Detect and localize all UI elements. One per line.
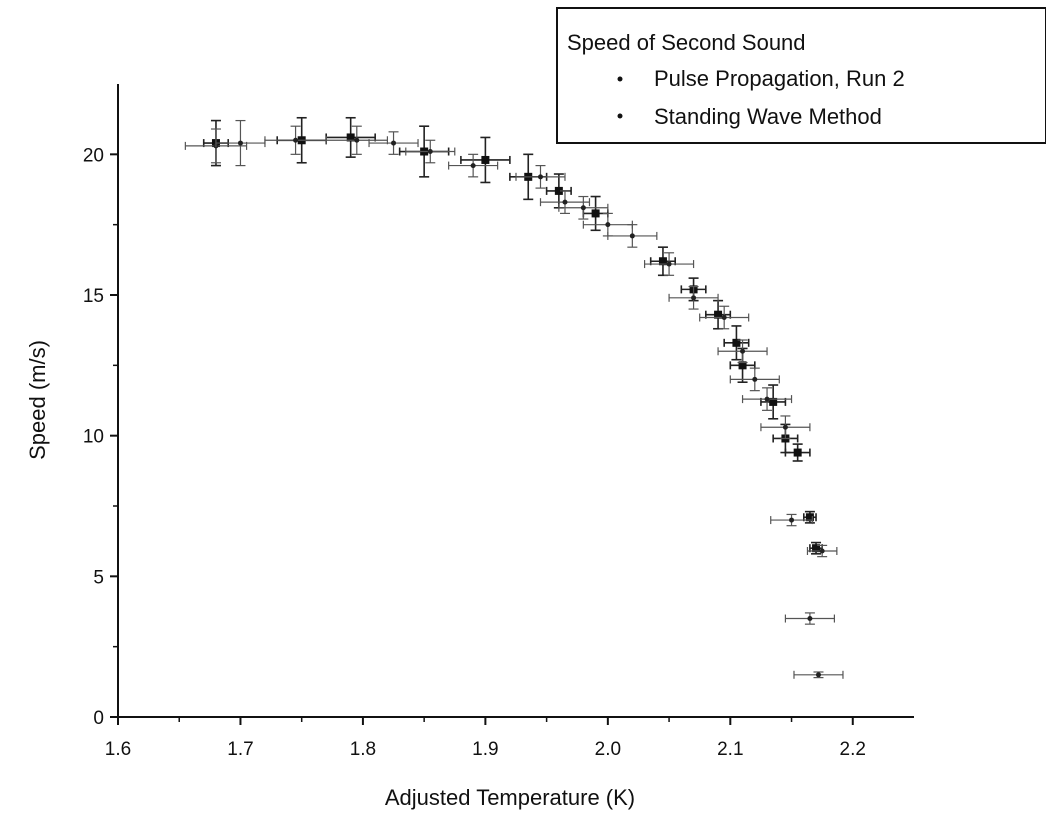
point-marker <box>782 424 788 430</box>
point-marker <box>691 295 697 301</box>
data-point <box>368 131 419 155</box>
point-marker <box>554 186 563 195</box>
legend-marker-standing <box>617 113 623 119</box>
data-point <box>705 299 732 330</box>
point-marker <box>481 155 490 164</box>
y-tick-label: 15 <box>83 286 104 307</box>
data-point <box>264 125 327 155</box>
legend-entry-pulse: Pulse Propagation, Run 2 <box>654 66 905 91</box>
data-point <box>405 139 456 164</box>
y-tick-label: 5 <box>93 567 104 588</box>
point-marker <box>591 209 600 218</box>
y-tick-label: 20 <box>83 145 104 166</box>
legend: Speed of Second Sound Pulse Propagation,… <box>556 7 1046 144</box>
data-point <box>558 195 609 220</box>
axes <box>117 84 914 718</box>
data-point <box>729 367 780 392</box>
point-marker <box>580 205 586 211</box>
legend-box <box>556 7 1046 144</box>
y-ticks: 0 5 10 15 20 <box>83 145 118 729</box>
legend-entry-standing: Standing Wave Method <box>654 104 882 129</box>
data-point <box>607 224 658 248</box>
data-point <box>699 305 750 330</box>
data-point <box>802 510 817 524</box>
data-point <box>784 443 811 462</box>
point-marker <box>752 376 758 382</box>
x-axis-label: Adjusted Temperature (K) <box>385 785 635 810</box>
y-axis-label: Speed (m/s) <box>25 340 50 460</box>
point-marker <box>769 397 778 406</box>
x-tick-label: 1.9 <box>472 739 498 760</box>
point-marker <box>658 257 667 266</box>
data-point <box>717 339 768 364</box>
data-point <box>668 285 719 310</box>
point-marker <box>815 672 821 678</box>
point-marker <box>793 448 802 457</box>
data-point <box>723 325 750 361</box>
point-marker <box>562 199 568 205</box>
point-marker <box>812 544 821 553</box>
point-marker <box>629 233 635 239</box>
legend-marker-pulse <box>617 76 623 82</box>
point-marker <box>764 396 770 402</box>
x-tick-label: 2.2 <box>840 739 866 760</box>
data-point <box>325 116 376 158</box>
data-point <box>448 153 499 178</box>
data-point <box>784 612 836 625</box>
data-point <box>793 670 844 679</box>
point-marker <box>666 261 672 267</box>
point-marker <box>805 513 814 522</box>
data-point <box>515 164 566 189</box>
data-point <box>215 119 266 167</box>
data-point <box>741 387 793 411</box>
legend-title: Speed of Second Sound <box>567 30 806 55</box>
point-marker <box>819 548 825 554</box>
point-marker <box>732 338 741 347</box>
point-marker <box>237 140 243 146</box>
y-tick-label: 10 <box>83 427 104 448</box>
point-marker <box>740 348 746 354</box>
point-marker <box>605 222 611 228</box>
point-marker <box>293 137 299 143</box>
series-standing-wave <box>184 119 844 679</box>
point-marker <box>789 517 795 523</box>
data-point <box>760 384 787 420</box>
x-tick-label: 1.8 <box>350 739 376 760</box>
point-marker <box>470 163 476 169</box>
data-point <box>649 246 677 277</box>
point-marker <box>738 361 747 370</box>
y-tick-label: 0 <box>93 708 104 729</box>
x-ticks: 1.6 1.7 1.8 1.9 2.0 2.1 2.2 <box>105 717 866 760</box>
point-marker <box>391 140 397 146</box>
point-marker <box>427 149 433 155</box>
data-point <box>770 513 813 527</box>
x-tick-label: 1.6 <box>105 739 131 760</box>
point-marker <box>354 137 360 143</box>
data-point <box>539 190 591 215</box>
point-marker <box>714 310 723 319</box>
data-points <box>184 116 844 679</box>
x-tick-label: 2.0 <box>595 739 621 760</box>
point-marker <box>346 133 355 142</box>
point-marker <box>807 616 813 622</box>
data-point <box>806 544 838 558</box>
data-point <box>643 252 695 276</box>
x-tick-label: 2.1 <box>717 739 743 760</box>
data-point <box>760 415 811 440</box>
data-point <box>325 125 389 155</box>
series-pulse-propagation <box>202 116 823 555</box>
data-point <box>460 136 511 184</box>
point-marker <box>537 174 543 180</box>
point-marker <box>721 315 727 321</box>
x-tick-label: 1.7 <box>227 739 253 760</box>
